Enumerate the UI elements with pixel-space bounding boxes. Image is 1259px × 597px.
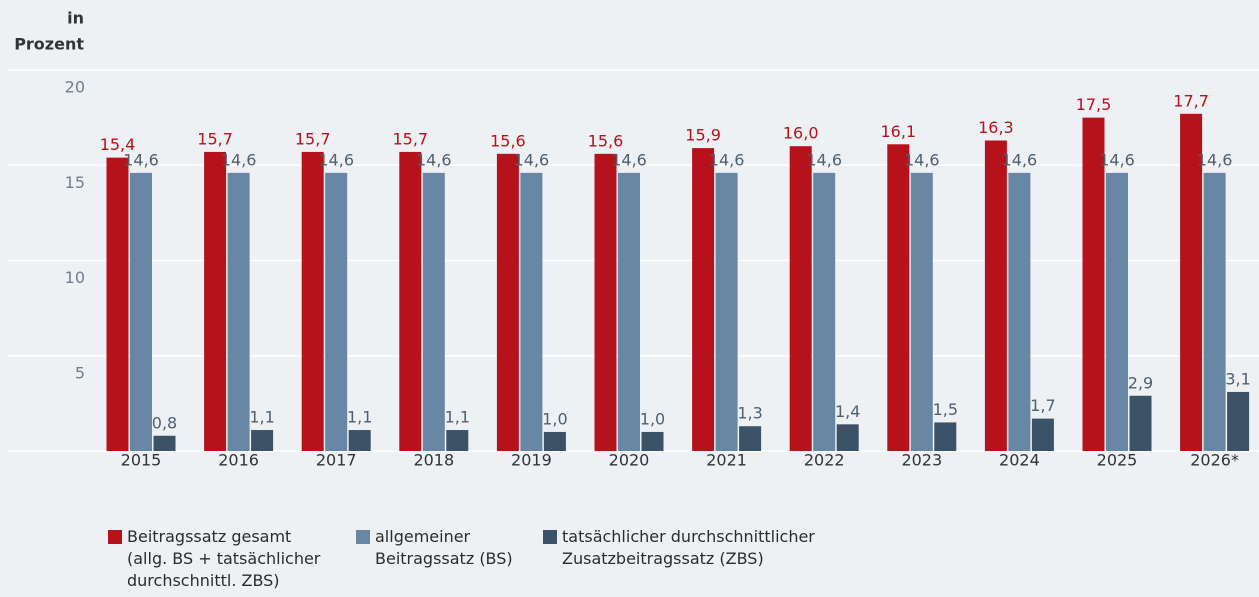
value-label: 14,6 [1002, 150, 1038, 169]
value-label: 16,0 [783, 124, 819, 143]
bar [789, 146, 812, 451]
y-axis-label: in [67, 9, 84, 28]
y-tick-label: 10 [65, 268, 85, 287]
value-label: 15,7 [392, 129, 428, 148]
value-label: 1,1 [249, 408, 274, 427]
value-label: 14,6 [1197, 150, 1233, 169]
x-tick-label: 2016 [218, 451, 259, 470]
bar [836, 424, 859, 451]
bar [496, 153, 519, 451]
bar [692, 148, 715, 452]
value-label: 15,4 [100, 135, 136, 154]
value-label: 0,8 [152, 413, 177, 432]
bar [813, 172, 836, 451]
value-label: 14,6 [806, 150, 842, 169]
bar [1031, 418, 1054, 451]
y-tick-label: 15 [65, 173, 85, 192]
bar [715, 172, 738, 451]
value-label: 1,7 [1030, 396, 1055, 415]
bar [618, 172, 640, 451]
value-label: 1,1 [445, 408, 470, 427]
bar [520, 172, 543, 451]
bar [153, 435, 176, 451]
x-tick-label: 2017 [316, 451, 357, 470]
value-label: 1,0 [640, 409, 665, 428]
value-label: 16,1 [880, 122, 916, 141]
bar [1082, 117, 1105, 451]
bar [1129, 395, 1152, 451]
bar [301, 151, 324, 452]
bar [934, 422, 957, 451]
bar [399, 151, 422, 452]
bar [543, 431, 566, 451]
x-tick-label: 2021 [706, 451, 747, 470]
x-tick-label: 2022 [804, 451, 845, 470]
value-label: 16,3 [978, 118, 1014, 137]
legend-label: Beitragssatz gesamt (allg. BS + tatsächl… [127, 527, 321, 590]
legend-label: allgemeiner Beitragssatz (BS) [375, 527, 513, 568]
x-tick-label: 2024 [999, 451, 1040, 470]
value-label: 14,6 [611, 150, 647, 169]
bar [446, 430, 469, 451]
value-label: 2,9 [1128, 373, 1153, 392]
value-label: 14,6 [514, 150, 550, 169]
value-label: 14,6 [709, 150, 745, 169]
x-tick-label: 2015 [121, 451, 162, 470]
bar [130, 172, 152, 451]
value-label: 1,0 [542, 409, 567, 428]
value-label: 1,1 [347, 408, 372, 427]
value-label: 14,6 [1099, 150, 1135, 169]
legend-swatch [543, 530, 557, 544]
legend-label: tatsächlicher durchschnittlicher Zusatzb… [562, 527, 815, 568]
bar [325, 172, 348, 451]
bar [227, 172, 250, 451]
x-tick-label: 2019 [511, 451, 552, 470]
value-label: 1,4 [835, 402, 860, 421]
bar [422, 172, 445, 451]
bar [887, 144, 910, 452]
bar [984, 140, 1007, 452]
bar [641, 431, 664, 451]
value-label: 1,5 [933, 400, 958, 419]
x-tick-label: 2020 [609, 451, 650, 470]
value-label: 14,6 [416, 150, 452, 169]
value-label: 14,6 [221, 150, 257, 169]
value-label: 15,6 [588, 131, 624, 150]
bar [1106, 172, 1128, 451]
value-label: 14,6 [318, 150, 354, 169]
y-axis-label: Prozent [14, 35, 84, 54]
value-label: 14,6 [904, 150, 940, 169]
value-label: 15,7 [197, 129, 233, 148]
value-label: 15,6 [490, 131, 526, 150]
x-tick-label: 2018 [413, 451, 454, 470]
value-label: 15,7 [295, 129, 331, 148]
bar [594, 153, 617, 451]
x-tick-label: 2026* [1190, 451, 1239, 470]
bar [739, 426, 762, 451]
bar [1008, 172, 1031, 451]
bar [204, 151, 227, 452]
bar [348, 430, 371, 451]
bar [910, 172, 933, 451]
x-tick-label: 2023 [901, 451, 942, 470]
value-label: 14,6 [123, 150, 159, 169]
legend-swatch [356, 530, 370, 544]
value-label: 3,1 [1225, 369, 1250, 388]
x-tick-label: 2025 [1097, 451, 1138, 470]
value-label: 1,3 [737, 404, 762, 423]
bar [1203, 172, 1226, 451]
value-label: 17,7 [1173, 91, 1209, 110]
value-label: 17,5 [1076, 95, 1112, 114]
bar [106, 157, 129, 451]
y-tick-label: 20 [65, 78, 85, 97]
legend-swatch [108, 530, 122, 544]
bar [1180, 113, 1203, 451]
y-tick-label: 5 [75, 363, 85, 382]
value-label: 15,9 [685, 126, 721, 145]
bar [1227, 391, 1250, 451]
bar [251, 430, 274, 451]
